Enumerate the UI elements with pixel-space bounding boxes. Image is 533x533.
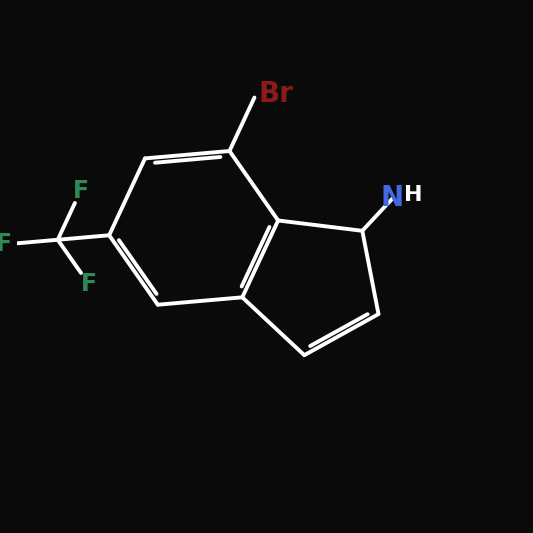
Text: N: N [381,184,404,213]
Text: Br: Br [259,80,294,108]
Text: F: F [80,272,96,296]
Text: H: H [404,185,422,205]
Text: F: F [0,232,12,256]
Text: F: F [72,179,88,203]
